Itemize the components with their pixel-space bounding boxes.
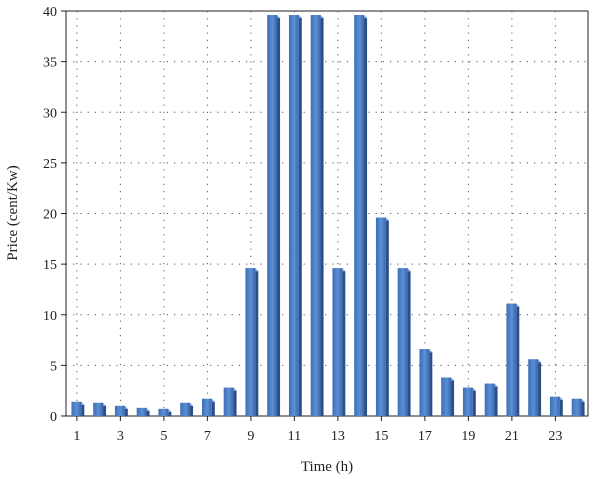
bar-face <box>223 387 234 416</box>
bar-side <box>255 271 259 416</box>
y-tick-label: 40 <box>43 5 57 20</box>
x-tick-label: 9 <box>247 429 254 444</box>
bar-side <box>538 362 542 416</box>
y-tick-label: 35 <box>43 56 57 71</box>
bar-side <box>81 404 85 416</box>
bar-side <box>103 405 107 416</box>
bars <box>71 15 585 417</box>
bar-side <box>190 405 194 416</box>
x-tick-label: 17 <box>418 429 432 444</box>
bar-face <box>267 15 278 417</box>
x-tick-label: 3 <box>117 429 124 444</box>
bar-face <box>484 383 495 416</box>
bar <box>354 15 368 417</box>
bar-face <box>375 217 386 416</box>
bar <box>136 407 150 416</box>
bar <box>158 408 172 416</box>
bar <box>332 268 346 416</box>
bar-side <box>581 401 585 416</box>
bar <box>462 387 476 416</box>
y-axis-ticks: 0 5 10 15 20 25 30 35 40 <box>43 5 66 425</box>
bar <box>441 377 455 416</box>
x-tick-label: 11 <box>288 429 301 444</box>
bar <box>419 349 433 416</box>
bar-face <box>397 268 408 416</box>
bar-face <box>114 405 125 416</box>
bar <box>93 402 107 416</box>
bar <box>375 217 389 416</box>
x-tick-label: 1 <box>73 429 80 444</box>
y-tick-label: 0 <box>50 410 57 425</box>
bar-face <box>332 268 343 416</box>
bar-face <box>310 15 321 417</box>
bar-face <box>158 408 169 416</box>
bar-side <box>168 411 172 416</box>
bar-side <box>472 390 476 416</box>
bar-face <box>354 15 365 417</box>
x-tick-label: 21 <box>505 429 519 444</box>
bar-side <box>342 271 346 416</box>
y-axis-title: Price (cent/Kw) <box>5 165 21 260</box>
bar-side <box>364 18 368 417</box>
bar <box>114 405 128 416</box>
bar <box>245 268 259 416</box>
bar <box>506 303 520 416</box>
bar-face <box>549 396 560 416</box>
bar <box>528 359 542 416</box>
bar <box>397 268 411 416</box>
bar-face <box>71 401 82 416</box>
bar <box>223 387 237 416</box>
bar-face <box>571 398 582 416</box>
bar <box>484 383 498 416</box>
bar-side <box>516 306 520 416</box>
bar <box>288 15 302 417</box>
bar-face <box>93 402 104 416</box>
bar-side <box>146 410 150 416</box>
y-tick-label: 15 <box>43 258 57 273</box>
y-tick-label: 25 <box>43 157 57 172</box>
bar-side <box>124 408 128 416</box>
bar-face <box>136 407 147 416</box>
bar-side <box>451 380 455 416</box>
x-tick-label: 23 <box>548 429 562 444</box>
bar-side <box>559 399 563 416</box>
bar-face <box>180 402 191 416</box>
bar-face <box>528 359 539 416</box>
x-axis-title: Time (h) <box>301 459 353 475</box>
x-tick-label: 7 <box>204 429 211 444</box>
bar-side <box>429 352 433 416</box>
bar-face <box>506 303 517 416</box>
bar-face <box>441 377 452 416</box>
bar-face <box>462 387 473 416</box>
bar <box>571 398 585 416</box>
bar-face <box>245 268 256 416</box>
y-tick-label: 20 <box>43 208 57 223</box>
bar-face <box>288 15 299 417</box>
y-tick-label: 5 <box>50 359 57 374</box>
x-tick-label: 19 <box>461 429 475 444</box>
bar <box>549 396 563 416</box>
bar-side <box>277 18 281 417</box>
bar-face <box>201 398 212 416</box>
bar <box>267 15 281 417</box>
bar <box>71 401 85 416</box>
bar-side <box>494 386 498 416</box>
x-tick-label: 13 <box>331 429 345 444</box>
bar-side <box>298 18 302 417</box>
bar <box>180 402 194 416</box>
bar <box>310 15 324 417</box>
bar-side <box>211 401 215 416</box>
y-tick-label: 30 <box>43 106 57 121</box>
bar-side <box>407 271 411 416</box>
y-tick-label: 10 <box>43 309 57 324</box>
x-tick-label: 15 <box>374 429 388 444</box>
x-tick-label: 5 <box>160 429 167 444</box>
bar-side <box>233 390 237 416</box>
bar-side <box>385 220 389 416</box>
bar-side <box>320 18 324 417</box>
bar <box>201 398 215 416</box>
bar-face <box>419 349 430 416</box>
x-axis-ticks: 1 3 5 7 9 11 13 15 17 19 21 23 <box>73 416 562 444</box>
